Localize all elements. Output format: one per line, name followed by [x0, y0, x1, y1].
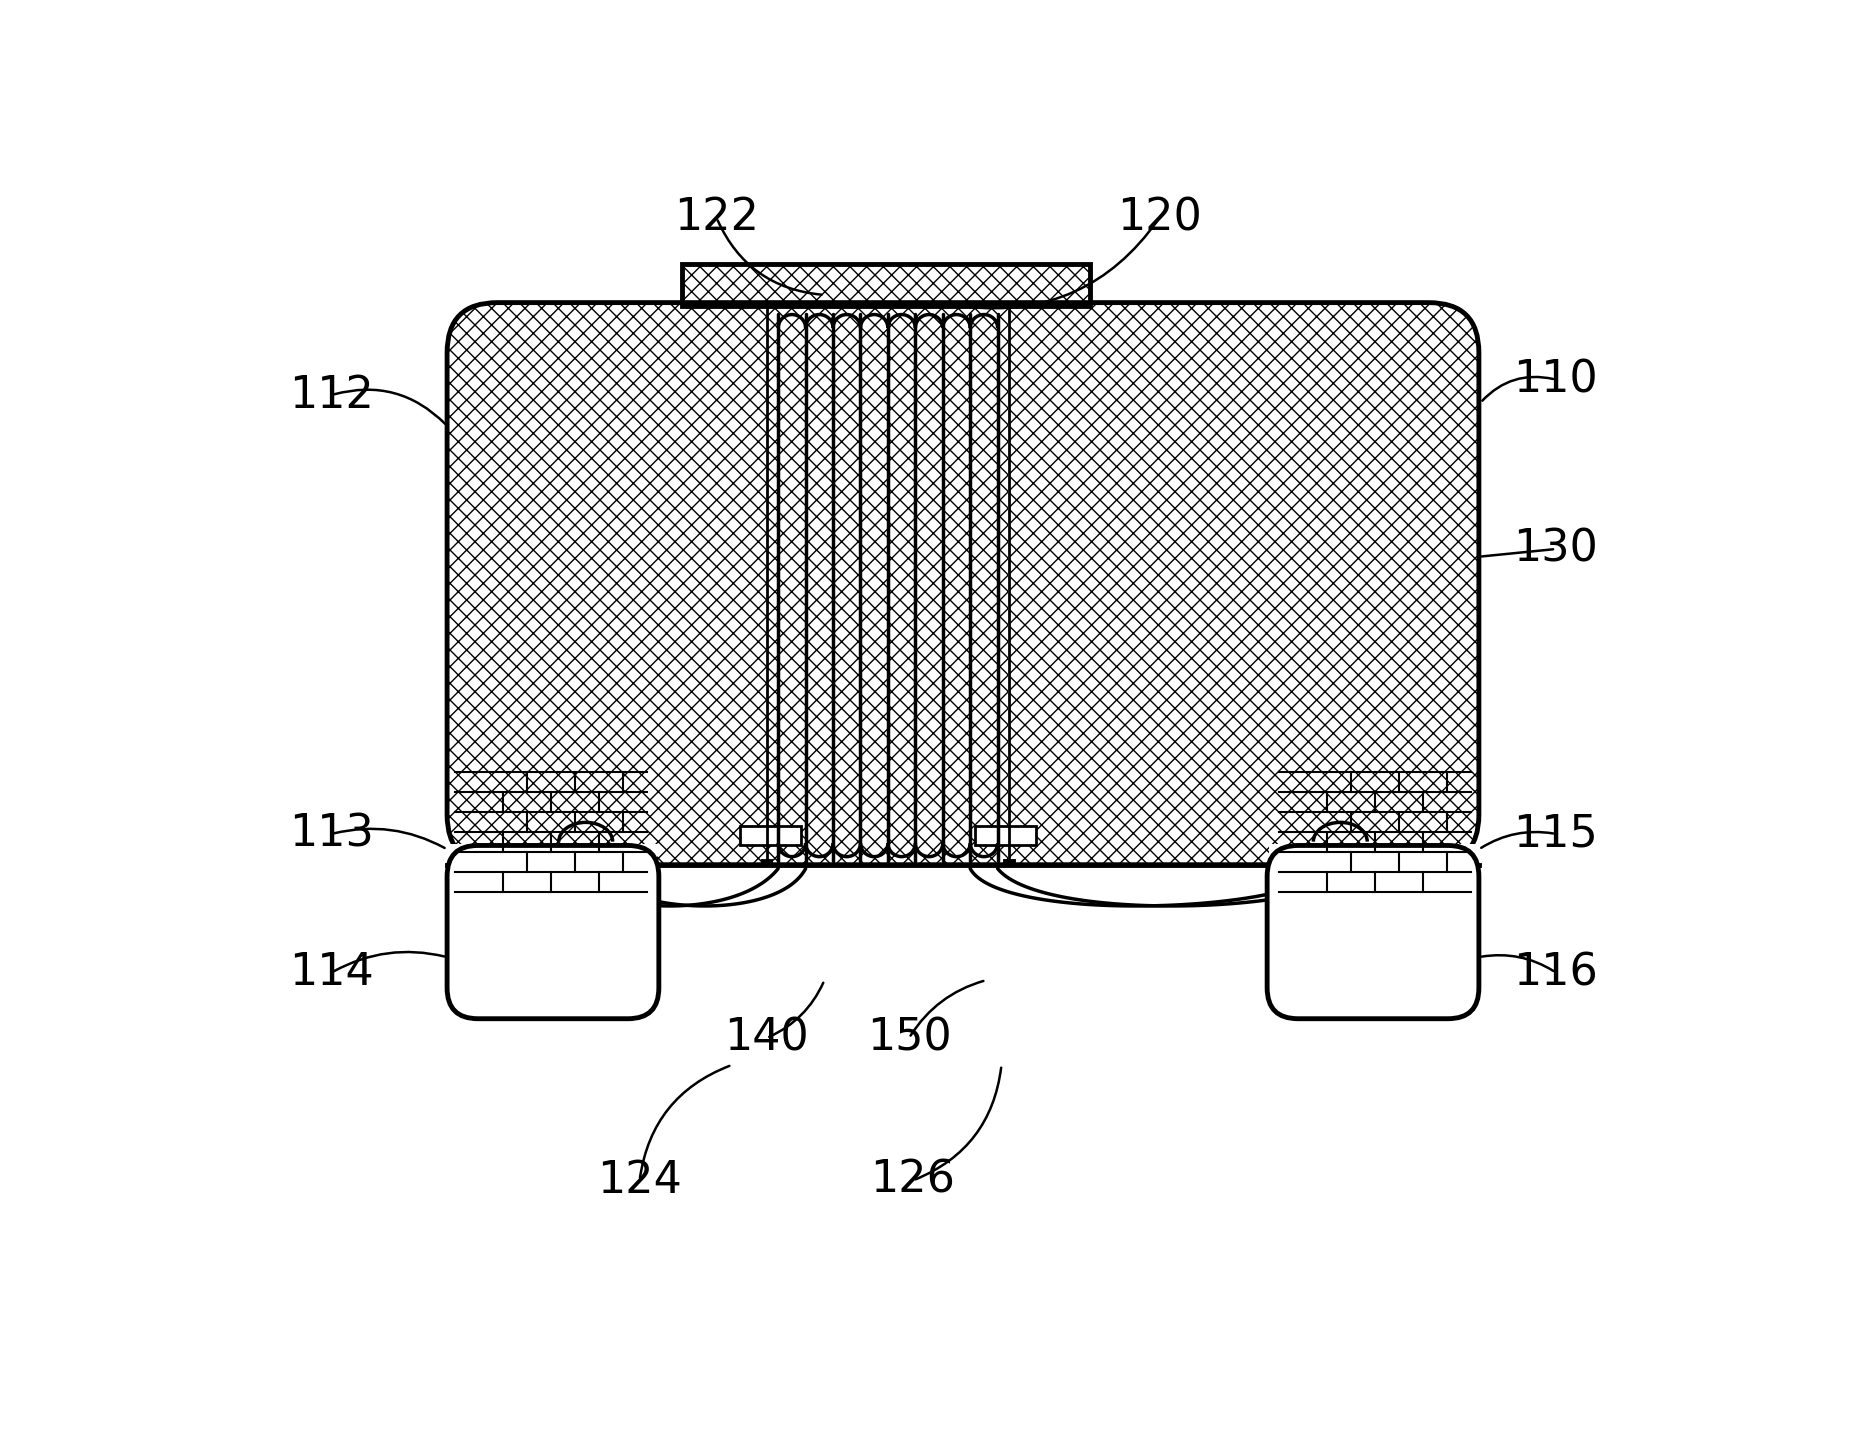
Text: 124: 124: [597, 1159, 683, 1202]
Text: 126: 126: [870, 1159, 955, 1202]
Text: 113: 113: [289, 813, 373, 856]
Bar: [767, 306, 1009, 864]
Bar: [767, 308, 1007, 863]
Bar: [1268, 844, 1476, 893]
Text: 150: 150: [867, 1016, 951, 1059]
Text: 115: 115: [1514, 813, 1598, 856]
Text: 122: 122: [673, 196, 760, 239]
Bar: [739, 826, 801, 846]
FancyBboxPatch shape: [683, 265, 1090, 306]
Text: 140: 140: [724, 1016, 809, 1059]
FancyBboxPatch shape: [446, 302, 1478, 864]
FancyBboxPatch shape: [446, 846, 658, 1019]
Text: 112: 112: [289, 373, 373, 416]
Bar: [974, 826, 1036, 846]
Text: 114: 114: [289, 952, 373, 995]
FancyBboxPatch shape: [683, 266, 1088, 305]
FancyBboxPatch shape: [1266, 846, 1478, 1019]
Text: 130: 130: [1514, 528, 1598, 571]
Text: 120: 120: [1116, 196, 1203, 239]
Text: 110: 110: [1514, 358, 1598, 401]
FancyBboxPatch shape: [448, 305, 1476, 863]
Text: 116: 116: [1514, 952, 1598, 995]
Bar: [448, 844, 657, 893]
